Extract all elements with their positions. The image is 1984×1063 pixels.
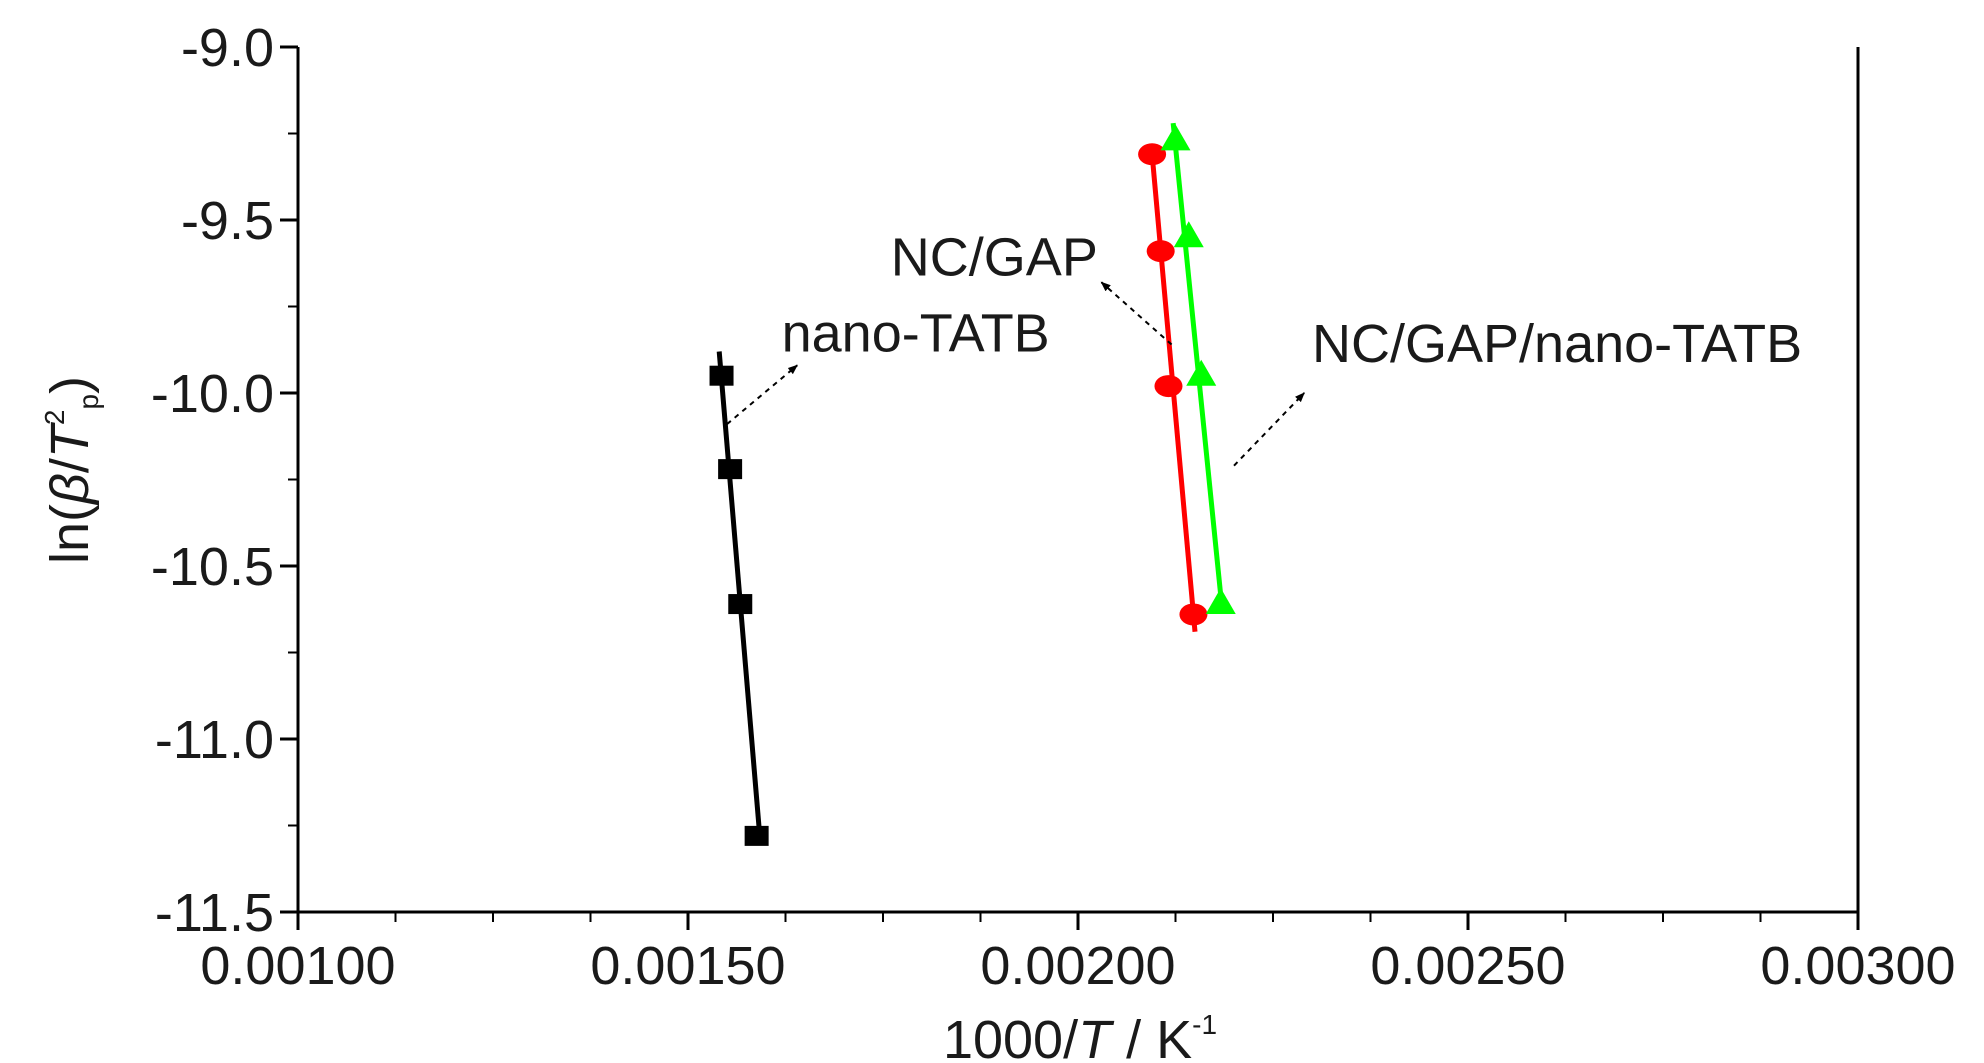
y-tick-label: -10.0 [151, 364, 274, 424]
data-point-nc-gap-nano-tatb [1173, 221, 1204, 248]
data-point-nc-gap [1179, 603, 1208, 626]
data-point-nc-gap [1138, 143, 1167, 166]
data-point-nc-gap-nano-tatb [1186, 359, 1217, 386]
x-axis-label: 1000/T / K-1 [943, 1009, 1217, 1063]
x-tick-label: 0.00250 [1370, 936, 1565, 996]
annotation-label: NC/GAP/nano-TATB [1312, 314, 1802, 374]
y-tick-label: -9.0 [181, 18, 274, 78]
data-point-nano-tatb [728, 594, 753, 615]
annotation-arrow [1233, 392, 1305, 467]
data-point-nano-tatb [744, 825, 769, 846]
annotation-label: NC/GAP [891, 227, 1098, 287]
y-tick-label: -11.5 [155, 883, 274, 943]
data-point-nc-gap-nano-tatb [1160, 124, 1191, 151]
annotation-arrow [726, 364, 798, 425]
annotation-label: nano-TATB [782, 303, 1050, 363]
x-tick-label: 0.00200 [980, 936, 1175, 996]
y-tick-label: -9.5 [181, 191, 274, 251]
x-tick-label: 0.00300 [1760, 936, 1955, 996]
data-point-nano-tatb [718, 459, 743, 480]
y-axis-label: ln(β/T2p) [39, 376, 104, 564]
x-tick-label: 0.00100 [200, 936, 395, 996]
data-point-nc-gap [1154, 375, 1183, 398]
fit-line-nano-tatb [716, 351, 763, 837]
data-point-nc-gap [1146, 240, 1175, 263]
data-point-nc-gap-nano-tatb [1205, 588, 1236, 615]
x-tick-label: 0.00150 [590, 936, 785, 996]
y-tick-label: -10.5 [151, 537, 274, 597]
data-point-nano-tatb [709, 365, 734, 386]
y-tick-label: -11.0 [155, 710, 274, 770]
annotation-arrow [1100, 281, 1173, 346]
